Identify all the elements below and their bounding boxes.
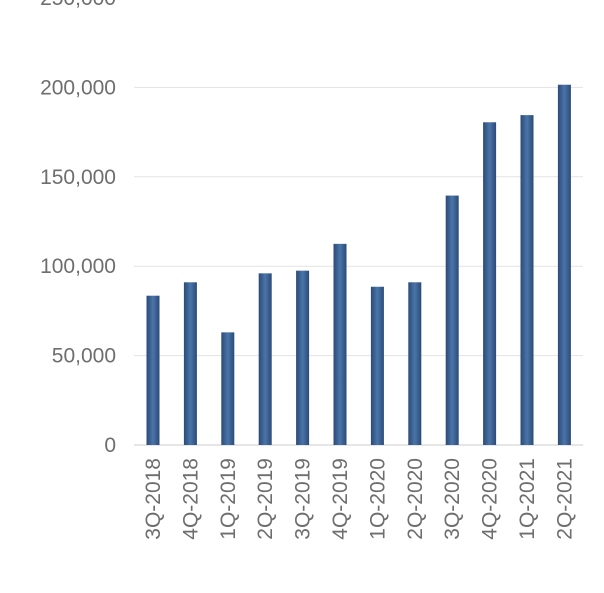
bar-1Q-2020: [370, 286, 384, 445]
x-tick-label: 1Q-2019: [217, 458, 240, 540]
x-tick-label: 2Q-2019: [254, 458, 277, 540]
x-tick-label: 1Q-2020: [366, 458, 389, 540]
x-tick-label: 4Q-2018: [179, 458, 202, 540]
bar-2Q-2020: [408, 282, 422, 445]
x-tick-label: 4Q-2020: [479, 458, 502, 540]
bar-4Q-2020: [483, 122, 497, 446]
bar-4Q-2019: [333, 243, 347, 445]
x-axis-tick-labels: 3Q-2018 4Q-2018 1Q-2019 2Q-2019 3Q-2019 4Q-20…: [142, 458, 576, 540]
bar-1Q-2019: [221, 332, 235, 445]
bar-3Q-2019: [296, 270, 310, 445]
x-tick-label: 3Q-2020: [441, 458, 464, 540]
x-tick-label: 3Q-2018: [142, 458, 165, 540]
gridlines: [134, 86, 583, 446]
y-tick-label: 0: [104, 434, 116, 457]
y-tick-label: 200,000: [40, 76, 116, 99]
bar-2Q-2021: [557, 84, 571, 445]
bar-3Q-2020: [445, 195, 459, 445]
bars: [146, 84, 571, 446]
bar-4Q-2018: [183, 282, 197, 445]
x-tick-label: 1Q-2021: [516, 458, 539, 540]
x-tick-label: 2Q-2021: [553, 458, 576, 540]
bar-3Q-2018: [146, 295, 160, 445]
x-tick-label: 2Q-2020: [404, 458, 427, 540]
x-tick-label: 4Q-2019: [329, 458, 352, 540]
y-tick-label: 100,000: [40, 255, 116, 278]
y-tick-label: 250,000: [40, 0, 116, 10]
bar-2Q-2019: [258, 273, 272, 445]
x-tick-label: 3Q-2019: [292, 458, 315, 540]
y-axis-tick-labels: 0 50,000 100,000 150,000 200,000 250,000: [40, 0, 116, 457]
y-tick-label: 50,000: [52, 345, 116, 368]
bar-1Q-2021: [520, 115, 534, 445]
y-tick-label: 150,000: [40, 166, 116, 189]
